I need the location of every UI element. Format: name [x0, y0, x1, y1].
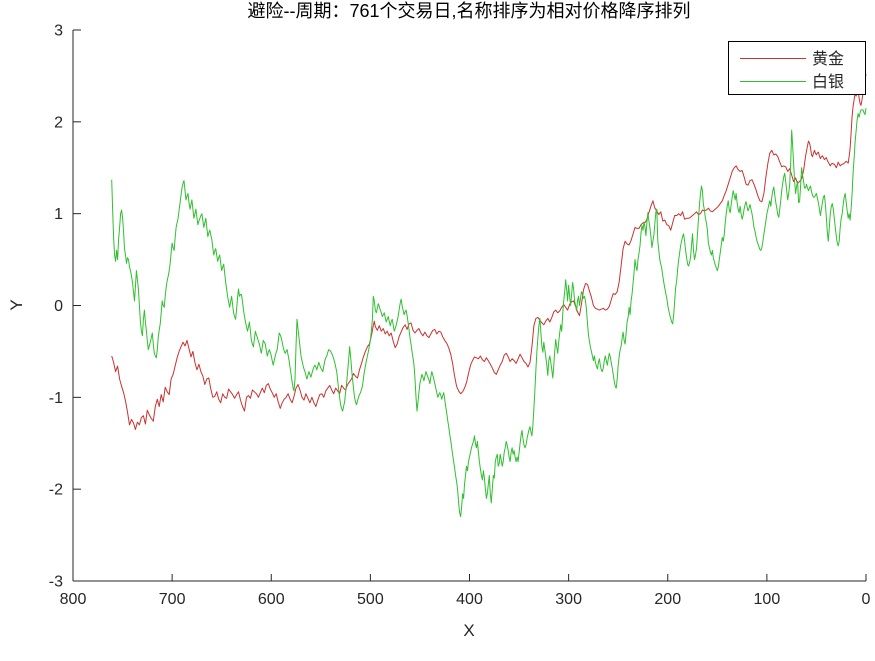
- axes: 800 700 600 500 400 300 200 100 0 3 2 1 0 -1 -2 -3: [49, 23, 871, 609]
- legend-box: [728, 41, 866, 95]
- y-tick-label: 3: [54, 23, 63, 40]
- series-line-白银: [111, 108, 867, 518]
- x-tick-label: 400: [456, 591, 483, 608]
- x-tick-label: 700: [159, 591, 186, 608]
- chart-title: 避险--周期：761个交易日,名称排序为相对价格降序排列: [247, 1, 690, 21]
- x-tick-label: 100: [754, 591, 781, 608]
- y-tick-label: 1: [54, 206, 63, 223]
- x-tick-label: 0: [862, 591, 871, 608]
- x-axis-label: X: [463, 621, 474, 640]
- series-line-黄金: [111, 74, 867, 430]
- y-axis-label: Y: [7, 299, 26, 310]
- x-tick-label: 300: [555, 591, 582, 608]
- y-tick-label: -2: [49, 482, 63, 499]
- y-tick-label: -3: [49, 574, 63, 591]
- y-tick-label: -1: [49, 390, 63, 407]
- x-tick-label: 600: [258, 591, 285, 608]
- legend-label-gold: 黄金: [812, 50, 844, 68]
- legend-label-silver: 白银: [812, 73, 844, 91]
- x-tick-label: 200: [654, 591, 681, 608]
- legend: 黄金 白银: [728, 41, 866, 95]
- x-tick-label: 800: [60, 591, 87, 608]
- x-tick-label: 500: [357, 591, 384, 608]
- series-lines: [111, 74, 867, 518]
- y-tick-label: 2: [54, 114, 63, 131]
- y-tick-label: 0: [54, 298, 63, 315]
